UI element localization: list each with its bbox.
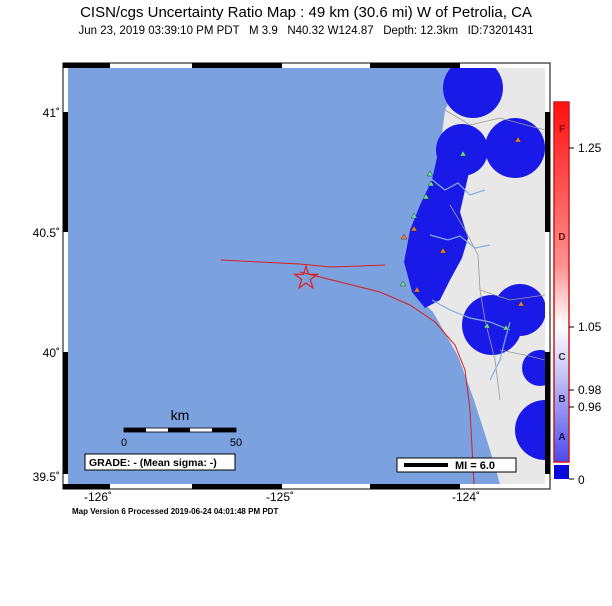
grade-letter-b: B	[558, 394, 565, 405]
coverage-areas	[404, 68, 545, 460]
lon-label-126: -126˚	[84, 490, 112, 504]
faults	[220, 259, 475, 484]
lat-label-40: 40˚	[43, 346, 60, 360]
grade-letter-c: C	[558, 352, 565, 363]
station-triangles-orange	[400, 136, 525, 307]
grade-box	[84, 453, 236, 471]
lat-label-39-5: 39.5˚	[33, 470, 60, 484]
colorbar-zero-swatch	[554, 465, 569, 479]
county-boundaries	[444, 109, 545, 401]
rivers	[429, 177, 511, 381]
latitude-labels: 41˚ 40.5˚ 40˚ 39.5˚	[33, 106, 60, 484]
scale-bar: km 0 50	[121, 407, 242, 449]
colorbar-tick-0-96: 0.96	[578, 400, 602, 414]
mmi-legend-label: MI = 6.0	[455, 460, 495, 472]
scale-bar-end: 50	[230, 437, 242, 449]
colorbar-tick-0: 0	[578, 473, 585, 487]
map-version-footer: Map Version 6 Processed 2019-06-24 04:01…	[72, 507, 279, 516]
colorbar-tick-1-25: 1.25	[578, 141, 602, 155]
grade-label: GRADE: - (Mean sigma: -)	[89, 457, 217, 469]
lon-label-124: -124˚	[452, 490, 480, 504]
grade-letter-f: F	[559, 124, 565, 135]
colorbar: F D C B A 1.25 1.05 0.98 0.96 0	[553, 101, 602, 487]
mmi-legend-box	[396, 457, 517, 473]
mmi-legend-line	[404, 463, 448, 467]
map-title: CISN/cgs Uncertainty Ratio Map : 49 km (…	[80, 4, 532, 21]
epicenter-star-icon	[292, 263, 320, 290]
longitude-labels: -126˚ -125˚ -124˚	[84, 490, 480, 504]
frame-ticks	[63, 63, 550, 489]
event-details: Jun 23, 2019 03:39:10 PM PDT M 3.9 N40.3…	[78, 25, 534, 37]
grade-letter-a: A	[558, 432, 565, 443]
station-triangles-green	[399, 150, 510, 331]
lat-label-41: 41˚	[43, 106, 60, 120]
colorbar-tick-1-05: 1.05	[578, 320, 602, 334]
lon-label-125: -125˚	[266, 490, 294, 504]
lat-label-40-5: 40.5˚	[33, 226, 60, 240]
colorbar-tick-0-98: 0.98	[578, 383, 602, 397]
grade-letter-d: D	[558, 232, 565, 243]
scale-bar-title: km	[171, 407, 190, 423]
scale-bar-start: 0	[121, 437, 127, 449]
